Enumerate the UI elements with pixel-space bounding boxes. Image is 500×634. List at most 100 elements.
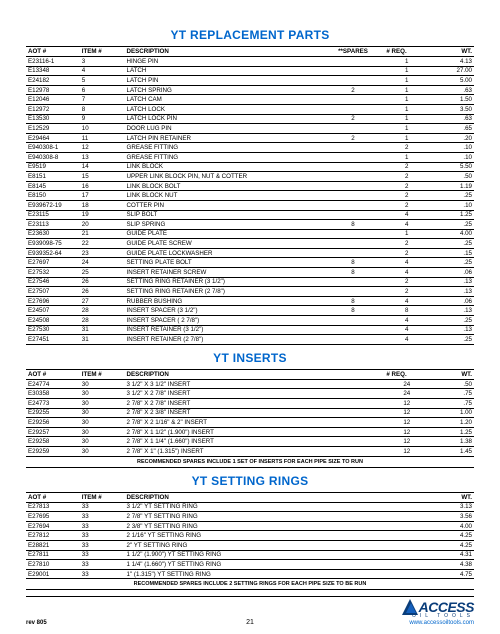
th-req: # REQ. xyxy=(384,369,429,379)
th-spares: **SPARES xyxy=(322,47,385,57)
cell-item: 31 xyxy=(80,335,125,345)
table-row: E951914LINK BLOCK25.50 xyxy=(26,162,474,172)
cell-spares xyxy=(322,66,385,76)
cell-wt: 1.00 xyxy=(429,408,474,418)
cell-aot: E27532 xyxy=(26,268,80,278)
cell-item: 28 xyxy=(80,306,125,316)
cell-req: 4 xyxy=(384,220,429,230)
cell-desc: 2 7/8" X 1" (1.315") INSERT xyxy=(125,446,385,456)
cell-wt: 4.75 xyxy=(429,569,474,579)
th-desc: DESCRIPTION xyxy=(125,369,385,379)
cell-wt: .25 xyxy=(429,191,474,201)
cell-aot: E12978 xyxy=(26,85,80,95)
table-row: E2363021GUIDE PLATE14.00 xyxy=(26,229,474,239)
cell-wt: .50 xyxy=(429,172,474,182)
table-row: E29259302 7/8" X 1" (1.315") INSERT121.4… xyxy=(26,446,474,456)
cell-desc: INSERT RETAINER (2 7/8") xyxy=(125,335,322,345)
cell-req: 2 xyxy=(384,200,429,210)
cell-wt: 1.25 xyxy=(429,427,474,437)
cell-spares xyxy=(322,191,385,201)
cell-wt: .25 xyxy=(429,316,474,326)
cell-wt: 4.00 xyxy=(429,229,474,239)
cell-spares xyxy=(322,181,385,191)
table-row: E2769627RUBBER BUSHING84.06 xyxy=(26,296,474,306)
brand-logo: ACCESS OIL TOOLS www.accessoiltools.com xyxy=(402,599,474,626)
cell-item: 26 xyxy=(80,287,125,297)
cell-desc: HINGE PIN xyxy=(125,57,322,67)
table-row: E29256302 7/8" X 2 1/16" & 2" INSERT121.… xyxy=(26,418,474,428)
table-row: E815017LINK BLOCK NUT2.25 xyxy=(26,191,474,201)
cell-wt: 4.00 xyxy=(429,521,474,531)
cell-aot: E12529 xyxy=(26,124,80,134)
cell-aot: E30358 xyxy=(26,389,80,399)
cell-wt: 1.19 xyxy=(429,181,474,191)
cell-wt: .15 xyxy=(429,248,474,258)
cell-aot: E8150 xyxy=(26,191,80,201)
cell-spares xyxy=(322,200,385,210)
cell-desc: 1 1/4" (1.660") YT SETTING RING xyxy=(125,560,430,570)
table-row: E129728LATCH LOCK13.50 xyxy=(26,104,474,114)
cell-desc: 2 7/8" X 1 1/4" (1.660") INSERT xyxy=(125,437,385,447)
cell-desc: GREASE FITTING xyxy=(125,152,322,162)
cell-item: 30 xyxy=(80,437,125,447)
section-title-parts: YT REPLACEMENT PARTS xyxy=(26,28,474,42)
cell-item: 33 xyxy=(80,540,125,550)
cell-spares xyxy=(322,143,385,153)
table-row: E2450728INSERT SPACER (3 1/2")88.13 xyxy=(26,306,474,316)
cell-spares xyxy=(322,95,385,105)
cell-spares xyxy=(322,76,385,86)
cell-desc: INSERT RETAINER SCREW xyxy=(125,268,322,278)
cell-wt: .25 xyxy=(429,335,474,345)
cell-item: 3 xyxy=(80,57,125,67)
cell-desc: SLIP BOLT xyxy=(125,210,322,220)
cell-req: 2 xyxy=(384,143,429,153)
cell-item: 20 xyxy=(80,220,125,230)
cell-item: 10 xyxy=(80,124,125,134)
cell-aot: E8151 xyxy=(26,172,80,182)
cell-desc: UPPER LINK BLOCK PIN, NUT & COTTER xyxy=(125,172,322,182)
cell-aot: E29259 xyxy=(26,446,80,456)
cell-desc: 2 7/8" X 2 7/8" INSERT xyxy=(125,399,385,409)
cell-desc: GREASE FITTING xyxy=(125,143,322,153)
cell-aot: E29257 xyxy=(26,427,80,437)
cell-item: 15 xyxy=(80,172,125,182)
table-row: E133484LATCH127.00 xyxy=(26,66,474,76)
th-aot: AOT # xyxy=(26,492,80,502)
cell-item: 6 xyxy=(80,85,125,95)
table-row: E24774303 1/2" X 3 1/2" INSERT24.50 xyxy=(26,379,474,389)
cell-req: 2 xyxy=(384,277,429,287)
table-row: E27810331 1/4" (1.660") YT SETTING RING4… xyxy=(26,560,474,570)
cell-aot: E27695 xyxy=(26,512,80,522)
cell-desc: GUIDE PLATE LOCKWASHER xyxy=(125,248,322,258)
cell-aot: E29001 xyxy=(26,569,80,579)
table-row: E30358303 1/2" X 2 7/8" INSERT24.75 xyxy=(26,389,474,399)
cell-spares xyxy=(322,287,385,297)
cell-spares xyxy=(322,57,385,67)
cell-item: 30 xyxy=(80,408,125,418)
th-item: ITEM # xyxy=(80,369,125,379)
cell-wt: .65 xyxy=(429,124,474,134)
cell-desc: SETTING RING RETAINER (2 7/8") xyxy=(125,287,322,297)
cell-desc: LINK BLOCK NUT xyxy=(125,191,322,201)
cell-aot: E29255 xyxy=(26,408,80,418)
cell-desc: 2 7/8" X 2 3/8" INSERT xyxy=(125,408,385,418)
cell-desc: LATCH PIN RETAINER xyxy=(125,133,322,143)
table-row: E241825LATCH PIN15.00 xyxy=(26,76,474,86)
cell-spares xyxy=(322,172,385,182)
cell-aot: E13530 xyxy=(26,114,80,124)
cell-wt: 1.50 xyxy=(429,95,474,105)
th-item: ITEM # xyxy=(80,492,125,502)
cell-aot: E24773 xyxy=(26,399,80,409)
cell-spares: 2 xyxy=(322,85,385,95)
cell-aot: E939098-75 xyxy=(26,239,80,249)
cell-desc: 2 7/8" X 2 1/16" & 2" INSERT xyxy=(125,418,385,428)
cell-aot: E27812 xyxy=(26,531,80,541)
cell-item: 11 xyxy=(80,133,125,143)
table-row: E120467LATCH CAM11.50 xyxy=(26,95,474,105)
cell-item: 33 xyxy=(80,569,125,579)
cell-item: 12 xyxy=(80,143,125,153)
cell-spares xyxy=(322,316,385,326)
cell-aot: E12972 xyxy=(26,104,80,114)
cell-desc: RUBBER BUSHING xyxy=(125,296,322,306)
cell-desc: INSERT SPACER (3 1/2") xyxy=(125,306,322,316)
